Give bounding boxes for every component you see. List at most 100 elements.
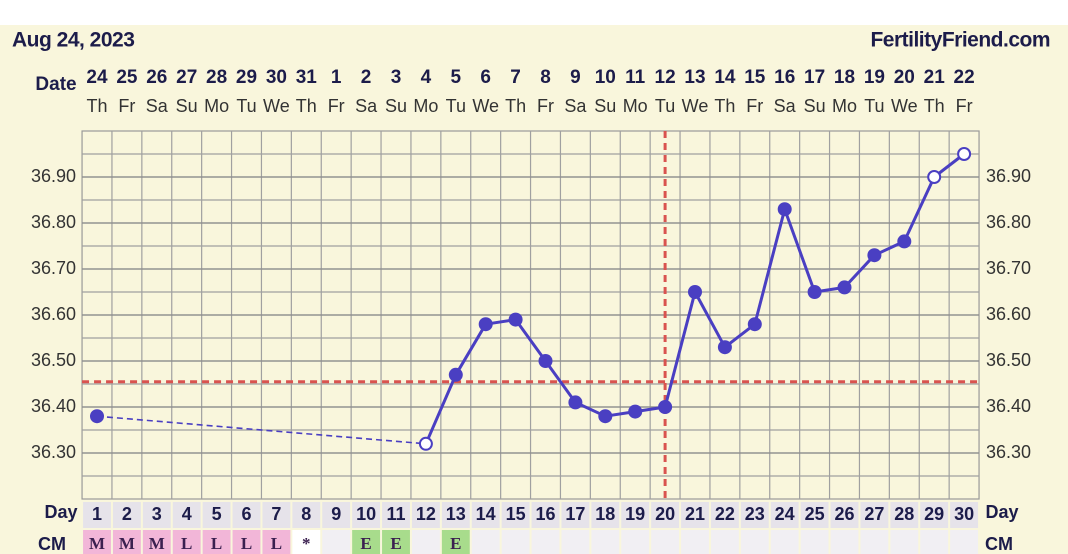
day-cell — [621, 502, 650, 528]
cm-cell — [651, 530, 680, 554]
weekday-label: Th — [714, 96, 735, 116]
weekday-label: Fr — [537, 96, 554, 116]
cm-cell — [950, 530, 979, 554]
temperature-point — [628, 404, 643, 419]
weekday-label: Sa — [355, 96, 378, 116]
day-number: 12 — [416, 504, 436, 524]
date-label: 20 — [894, 67, 915, 88]
cm-label: CM — [38, 534, 66, 554]
cm-code: * — [302, 534, 311, 553]
day-number: 10 — [356, 504, 376, 524]
day-cell — [142, 502, 171, 528]
temperature-point — [90, 409, 104, 424]
day-number: 4 — [182, 504, 192, 524]
weekday-label: Tu — [446, 96, 466, 116]
temperature-point — [867, 248, 882, 263]
weekday-label: Th — [296, 96, 317, 116]
temperature-point — [927, 170, 942, 184]
date-label: 24 — [86, 67, 108, 88]
day-number: 8 — [301, 504, 311, 524]
day-number: 6 — [241, 504, 251, 524]
cm-code: E — [360, 534, 371, 553]
day-number: 16 — [535, 504, 555, 524]
weekday-label: Tu — [864, 96, 884, 116]
chart-background — [0, 25, 1068, 554]
day-cell — [352, 502, 381, 528]
day-cell — [890, 502, 919, 528]
cm-code: M — [89, 534, 105, 553]
date-label: 8 — [540, 67, 551, 88]
cm-cell — [411, 530, 440, 554]
weekday-label: Mo — [832, 96, 857, 116]
temperature-point — [957, 147, 972, 161]
date-label: Date — [35, 74, 76, 95]
day-cell — [83, 502, 111, 528]
day-cell — [561, 502, 590, 528]
date-label: 25 — [116, 67, 138, 88]
cm-cell — [262, 530, 291, 554]
day-cell — [681, 502, 709, 528]
day-cell — [382, 502, 410, 528]
day-number: 27 — [864, 504, 884, 524]
cm-code: L — [241, 534, 252, 553]
cm-cell — [591, 530, 620, 554]
day-cell — [651, 502, 680, 528]
day-number: 3 — [152, 504, 162, 524]
cm-code: L — [271, 534, 282, 553]
weekday-label: Sa — [774, 96, 797, 116]
day-cell — [232, 502, 261, 528]
cm-cell — [292, 530, 321, 554]
cm-cell — [471, 530, 500, 554]
day-number: 23 — [745, 504, 765, 524]
y-tick-label: 36.90 — [31, 166, 76, 186]
y2-tick-label: 36.80 — [986, 212, 1031, 232]
cm-cell — [322, 530, 351, 554]
cm-cell — [83, 530, 111, 554]
cm-cell — [531, 530, 560, 554]
y2-tick-label: 36.50 — [986, 350, 1031, 370]
day-number: 24 — [775, 504, 795, 524]
day-number: 26 — [834, 504, 854, 524]
cm-cell — [860, 530, 889, 554]
temperature-point — [807, 285, 822, 299]
day-cell — [471, 502, 500, 528]
cm-cell — [441, 530, 470, 554]
day-number: 5 — [212, 504, 222, 524]
date-label: 31 — [296, 67, 318, 88]
cm-cell — [621, 530, 650, 554]
date-label: 7 — [510, 67, 521, 88]
cm-cell — [740, 530, 769, 554]
weekday-label: Mo — [623, 96, 648, 116]
cm-cell — [920, 530, 949, 554]
weekday-label: Su — [594, 96, 616, 116]
day-number: 30 — [954, 504, 974, 524]
weekday-label: We — [682, 96, 709, 116]
temperature-point — [747, 317, 762, 332]
weekday-label: We — [891, 96, 918, 116]
day-number: 9 — [331, 504, 341, 524]
day-cell — [322, 502, 351, 528]
day-number: 1 — [92, 504, 102, 524]
cm-cell — [142, 530, 171, 554]
day-number: 25 — [805, 504, 825, 524]
cm-cell — [800, 530, 829, 554]
weekday-label: Th — [924, 96, 945, 116]
cm-cell — [681, 530, 709, 554]
y2-tick-label: 36.40 — [986, 396, 1031, 416]
day-cell — [591, 502, 620, 528]
date-label: 4 — [421, 67, 432, 88]
cm-cell — [382, 530, 410, 554]
source-label: FertilityFriend.com — [870, 29, 1050, 52]
day-cell — [830, 502, 859, 528]
cm-cell — [202, 530, 231, 554]
day-number: 2 — [122, 504, 132, 524]
temperature-point — [717, 340, 732, 355]
date-label: 27 — [176, 67, 197, 88]
date-label: 15 — [744, 67, 766, 88]
y2-tick-label: 36.70 — [986, 258, 1031, 278]
cm-code: L — [211, 534, 222, 553]
date-label: 12 — [655, 67, 676, 88]
cm-code: M — [119, 534, 135, 553]
day-cell — [531, 502, 560, 528]
date-label: 11 — [625, 67, 646, 88]
